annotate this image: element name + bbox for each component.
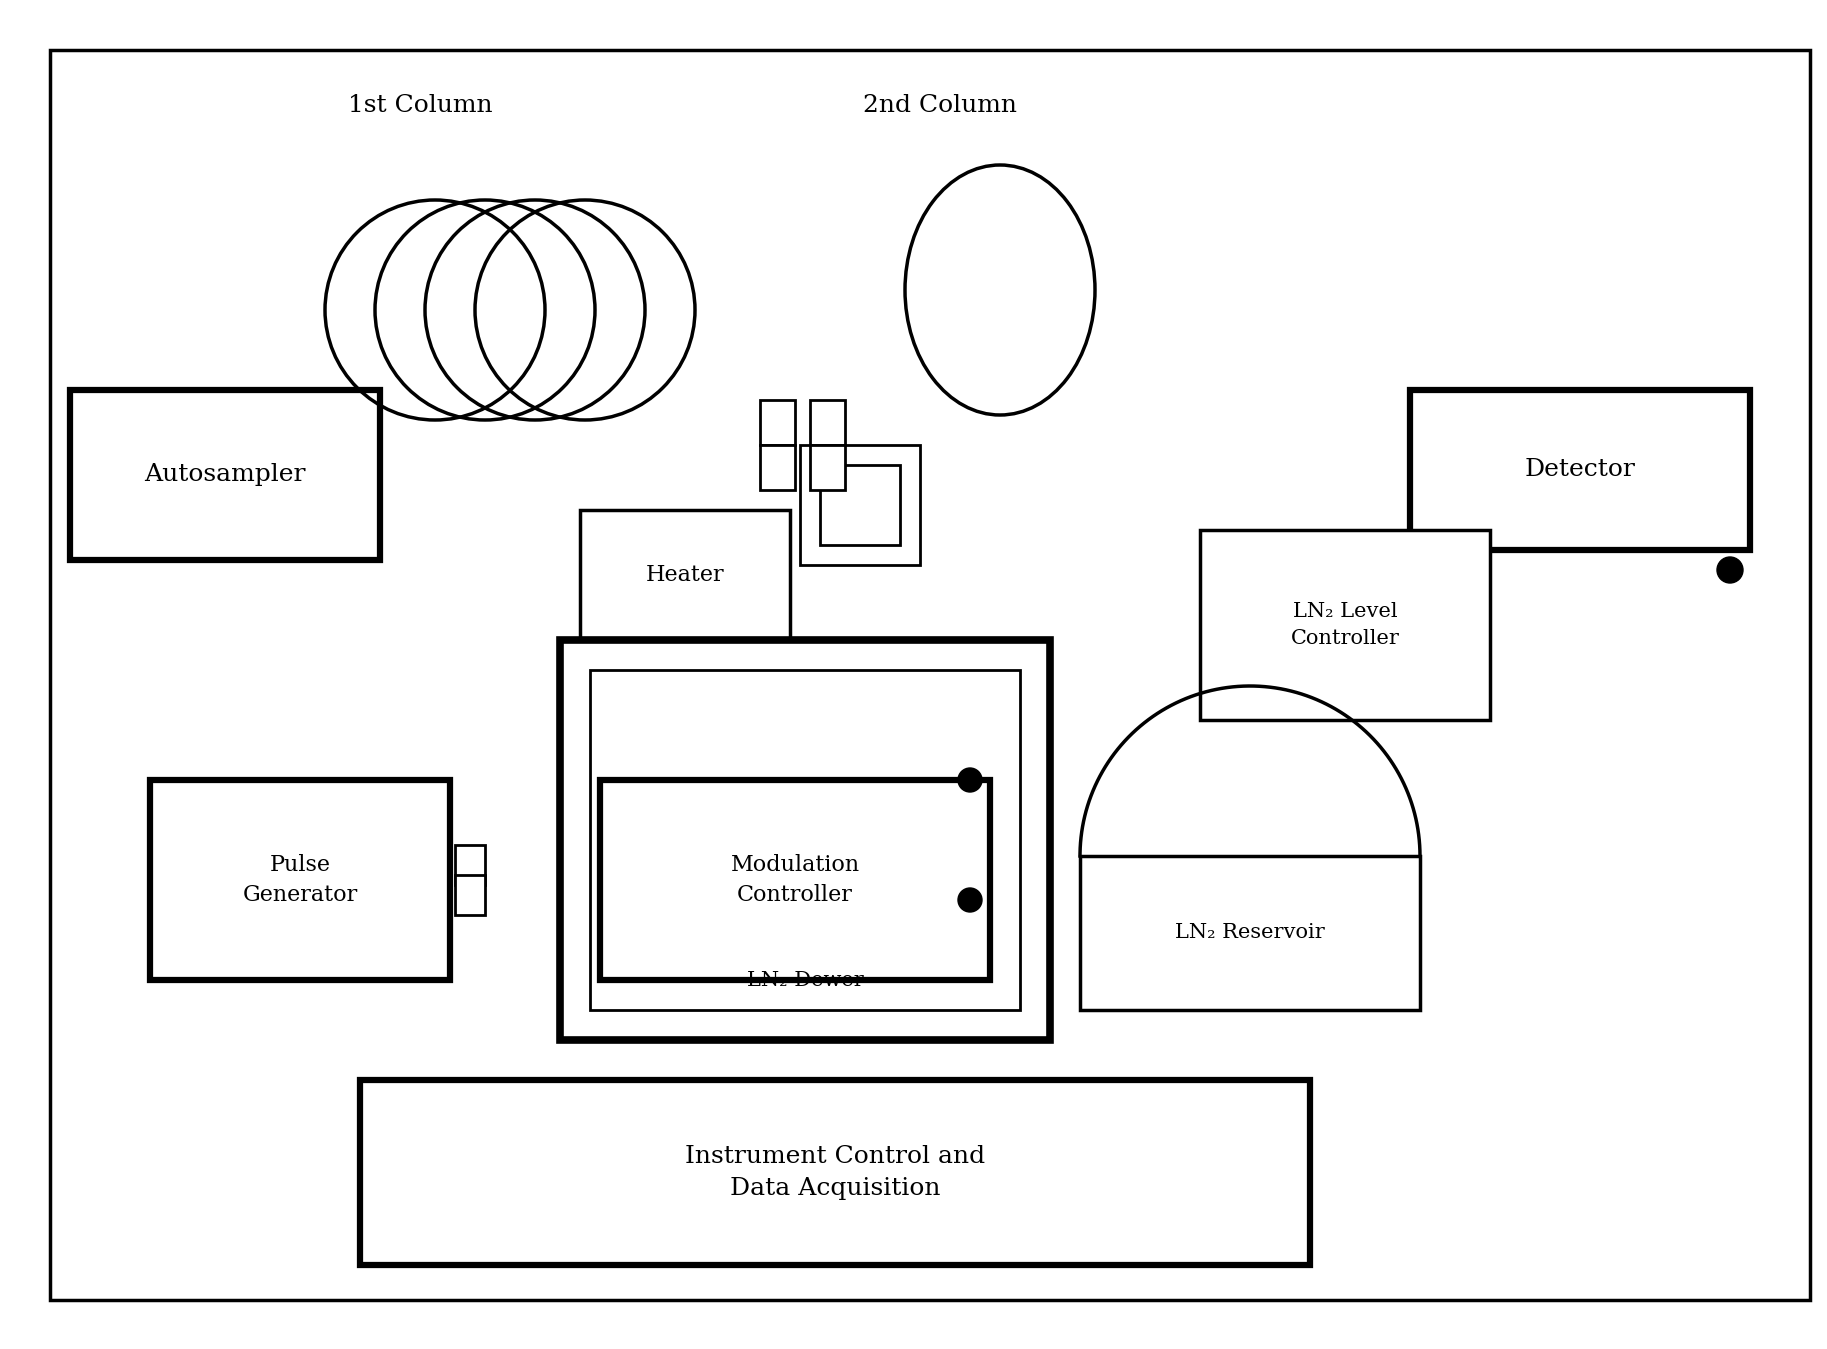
Circle shape xyxy=(957,768,981,792)
Text: LN₂ Level
Controller: LN₂ Level Controller xyxy=(1290,602,1399,648)
Bar xyxy=(809,445,846,490)
Bar xyxy=(455,844,484,885)
Bar xyxy=(599,780,990,979)
Text: Pulse
Generator: Pulse Generator xyxy=(243,854,358,907)
Text: 1st Column: 1st Column xyxy=(347,93,491,116)
Bar xyxy=(360,1081,1310,1265)
Text: Detector: Detector xyxy=(1524,459,1635,482)
Text: Heater: Heater xyxy=(645,564,723,585)
Bar xyxy=(150,780,449,979)
Circle shape xyxy=(957,888,981,912)
Text: Autosampler: Autosampler xyxy=(144,464,305,487)
Bar xyxy=(69,390,380,560)
Text: Modulation
Controller: Modulation Controller xyxy=(731,854,859,907)
Bar xyxy=(1080,857,1420,1010)
Bar xyxy=(809,401,846,445)
Bar xyxy=(760,445,795,490)
Text: LN₂ Reservoir: LN₂ Reservoir xyxy=(1175,924,1325,943)
Bar xyxy=(760,401,795,445)
Bar xyxy=(800,445,921,565)
Circle shape xyxy=(1717,557,1743,583)
Bar xyxy=(820,465,901,545)
Bar xyxy=(455,876,484,915)
Text: Instrument Control and
Data Acquisition: Instrument Control and Data Acquisition xyxy=(685,1145,985,1201)
Text: LN₂ Dewer: LN₂ Dewer xyxy=(747,970,864,990)
Bar xyxy=(579,510,789,639)
Text: 2nd Column: 2nd Column xyxy=(862,93,1018,116)
Bar xyxy=(1200,530,1491,720)
Bar xyxy=(590,670,1019,1010)
Bar xyxy=(561,639,1051,1040)
Bar xyxy=(1410,390,1750,550)
